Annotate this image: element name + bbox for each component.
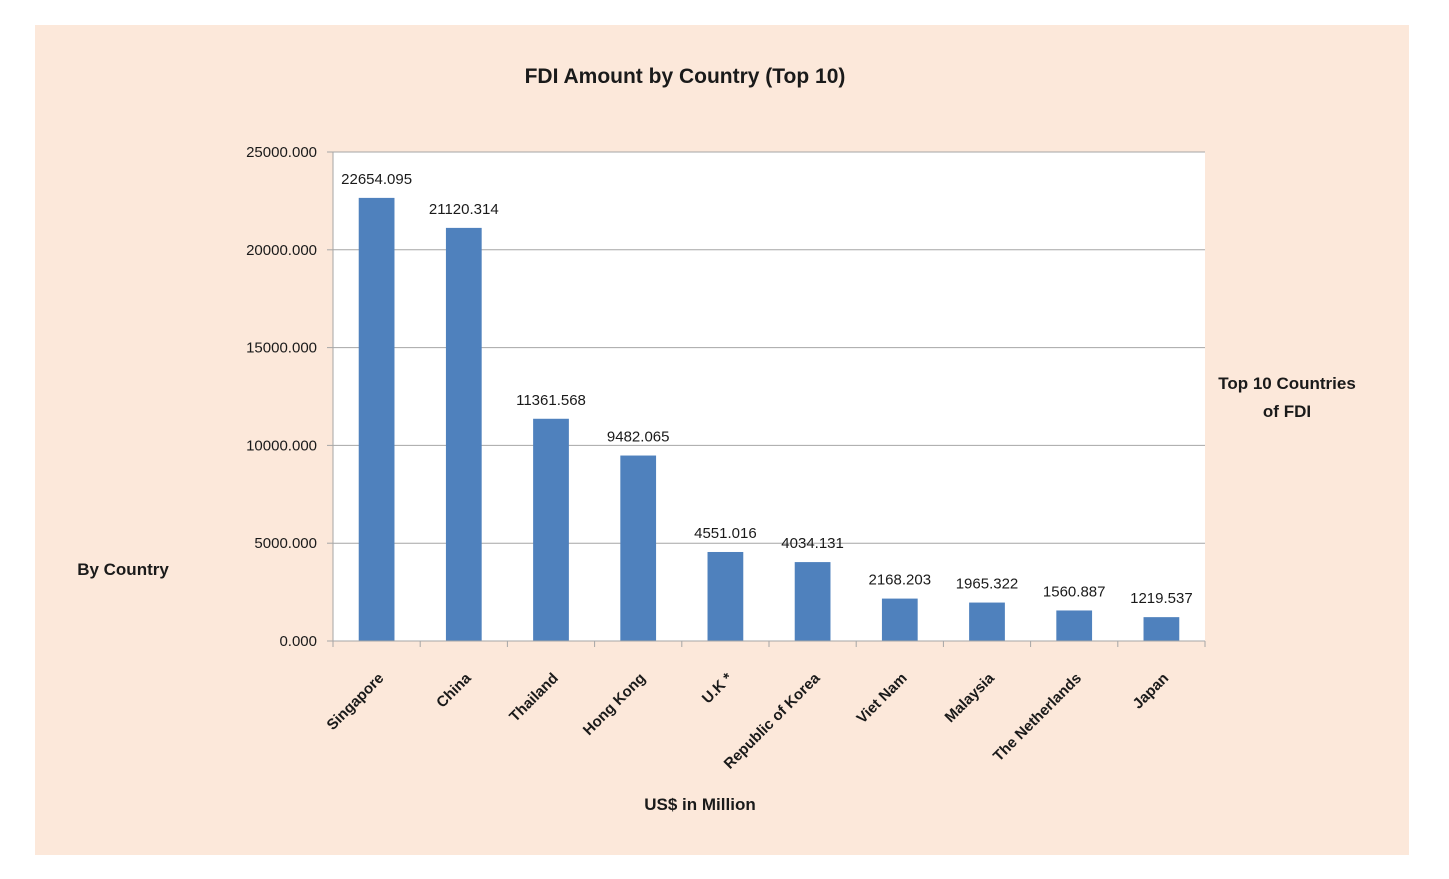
bar [358, 197, 395, 641]
y-tick-label: 15000.000 [246, 340, 317, 357]
bar [969, 602, 1005, 641]
bar [794, 562, 831, 641]
bar [533, 418, 569, 641]
y-tick-label: 10000.000 [246, 437, 317, 454]
category-label: Hong Kong [580, 670, 649, 739]
legend-line-1: Top 10 Countries [1218, 374, 1356, 393]
category-label: Singapore [324, 670, 388, 734]
y-tick-label: 25000.000 [246, 144, 317, 161]
y-tick-label: 5000.000 [254, 535, 317, 552]
bar [1056, 610, 1093, 641]
data-label: 1219.537 [1130, 590, 1193, 607]
data-label: 1965.322 [956, 576, 1019, 593]
bars [358, 197, 1180, 641]
category-label: China [433, 669, 475, 711]
data-label: 2168.203 [869, 572, 932, 589]
data-label: 9482.065 [607, 429, 670, 446]
chart-panel: FDI Amount by Country (Top 10) 0.000 5000… [35, 25, 1409, 855]
legend-line-2: of FDI [1263, 402, 1311, 421]
y-tick-label: 0.000 [279, 633, 317, 650]
axes [332, 152, 1206, 647]
y-axis-title: By Country [77, 560, 169, 579]
data-labels: 22654.095 21120.314 11361.568 9482.065 4551.… [341, 171, 1193, 607]
category-label: Thailand [506, 670, 562, 726]
data-label: 21120.314 [429, 201, 499, 218]
y-axis-ticks: 0.000 5000.000 10000.000 15000.000 20000.000… [246, 144, 333, 650]
category-label: Republic of Korea [721, 669, 824, 772]
bar [445, 227, 482, 641]
category-label: Viet Nam [853, 670, 910, 727]
data-label: 4551.016 [694, 525, 757, 542]
x-axis-title: US$ in Million [644, 795, 755, 814]
category-label: Japan [1130, 670, 1173, 713]
data-label: 1560.887 [1043, 583, 1106, 600]
category-label: U.K * [699, 670, 736, 707]
bar [881, 598, 918, 641]
data-label: 4034.131 [781, 535, 844, 552]
category-label: Malaysia [942, 669, 999, 726]
data-label: 22654.095 [341, 171, 412, 188]
bar [620, 455, 657, 641]
category-labels: Singapore China Thailand Hong Kong U.K *Repu… [324, 669, 1173, 772]
y-tick-label: 20000.000 [246, 242, 317, 259]
data-label: 11361.568 [516, 392, 586, 409]
bar-chart: FDI Amount by Country (Top 10) 0.000 5000… [77, 65, 1356, 814]
bar [1143, 617, 1180, 641]
chart-title: FDI Amount by Country (Top 10) [525, 65, 846, 88]
bar [707, 551, 744, 641]
category-label: The Netherlands [990, 670, 1085, 765]
